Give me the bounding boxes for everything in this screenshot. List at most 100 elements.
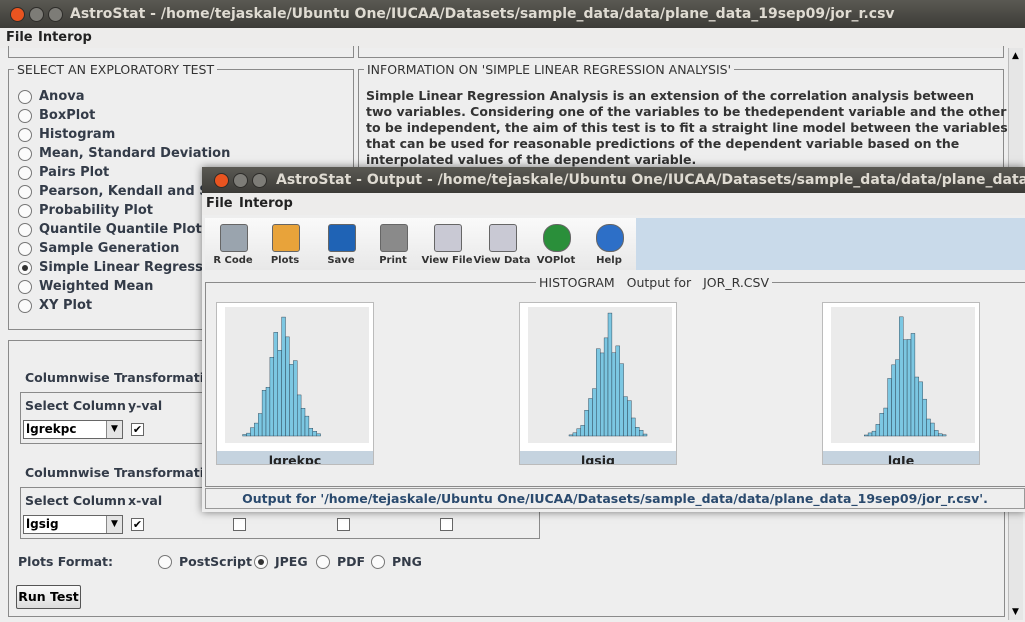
column-combo[interactable]: lgsig <box>23 515 123 534</box>
histogram-image <box>831 307 975 443</box>
scroll-up[interactable]: ▲ <box>1012 51 1019 61</box>
minimize-button[interactable] <box>29 7 44 22</box>
test-option[interactable]: Probability Plot <box>39 203 153 218</box>
close-button[interactable] <box>214 173 229 188</box>
tool-label[interactable]: View Data <box>473 255 531 266</box>
maximize-button[interactable] <box>48 7 63 22</box>
tool-label[interactable]: Help <box>596 255 622 266</box>
select-label: Select Column <box>25 398 126 413</box>
scroll-down[interactable]: ▼ <box>1012 607 1019 617</box>
tool-icon[interactable] <box>434 224 462 252</box>
radio-button[interactable] <box>18 128 32 142</box>
panel-title: INFORMATION ON 'SIMPLE LINEAR REGRESSION… <box>364 62 735 77</box>
title-bar: AstroStat - Output - /home/tejaskale/Ubu… <box>202 167 1025 193</box>
radio-button[interactable] <box>18 109 32 123</box>
radio-button[interactable] <box>18 261 32 275</box>
radio-button[interactable] <box>18 204 32 218</box>
tool-icon[interactable] <box>489 224 517 252</box>
plot-image: lgsig <box>519 302 677 465</box>
minimize-button[interactable] <box>233 173 248 188</box>
toolbar-fill <box>636 218 1025 270</box>
tool-icon[interactable] <box>272 224 300 252</box>
plot-image: lgIe <box>822 302 980 465</box>
radio-button[interactable] <box>18 280 32 294</box>
plots-format-label: Plots Format: <box>18 554 114 569</box>
column-combo[interactable]: lgrekpc <box>23 420 123 439</box>
tool-label[interactable]: R Code <box>213 255 253 266</box>
tool-label[interactable]: VOPlot <box>536 255 576 266</box>
select-label: Select Column <box>25 493 126 508</box>
panel-title: SELECT AN EXPLORATORY TEST <box>14 62 218 77</box>
column-label: y-val <box>128 398 163 413</box>
test-option[interactable]: Pearson, Kendall and Sp <box>39 184 218 199</box>
menu-item[interactable]: Interop <box>38 30 92 45</box>
test-option[interactable]: Quantile Quantile Plot <box>39 222 202 237</box>
menu-item[interactable]: Interop <box>239 196 293 211</box>
format-option[interactable]: PostScript <box>179 554 252 569</box>
run-test-button[interactable]: Run Test <box>16 585 81 609</box>
test-option[interactable]: Pairs Plot <box>39 165 110 180</box>
radio-button[interactable] <box>316 555 330 569</box>
info-line: Simple Linear Regression Analysis is an … <box>366 88 975 103</box>
panel-edge <box>8 46 354 58</box>
radio-button[interactable] <box>18 147 32 161</box>
radio-button[interactable] <box>254 555 268 569</box>
tool-label[interactable]: Print <box>379 255 407 266</box>
close-button[interactable] <box>10 7 25 22</box>
tool-icon[interactable] <box>328 224 356 252</box>
test-option[interactable]: BoxPlot <box>39 108 96 123</box>
tool-icon[interactable] <box>380 224 408 252</box>
window-title: AstroStat - /home/tejaskale/Ubuntu One/I… <box>70 6 895 22</box>
info-line: two variables. Considering one of the va… <box>366 104 1007 119</box>
info-line: interpolated values of the dependent var… <box>366 152 697 167</box>
format-option[interactable]: PNG <box>392 554 422 569</box>
panel-title: HISTOGRAM Output for JOR_R.CSV <box>536 275 773 290</box>
format-option[interactable]: JPEG <box>275 554 308 569</box>
menu-item[interactable]: File <box>6 30 33 45</box>
test-option[interactable]: XY Plot <box>39 298 93 313</box>
tool-icon[interactable] <box>220 224 248 252</box>
format-option[interactable]: PDF <box>337 554 366 569</box>
info-line: that can be used for reasonable predicti… <box>366 136 960 151</box>
radio-button[interactable] <box>18 223 32 237</box>
output-window: AstroStat - Output - /home/tejaskale/Ubu… <box>202 167 1025 512</box>
tool-label[interactable]: Save <box>327 255 355 266</box>
tool-label[interactable]: Plots <box>270 255 300 266</box>
test-option[interactable]: Simple Linear Regression <box>39 260 226 275</box>
radio-button[interactable] <box>371 555 385 569</box>
test-option[interactable]: Sample Generation <box>39 241 180 256</box>
panel-edge <box>358 46 1004 58</box>
tool-icon[interactable] <box>596 224 624 252</box>
maximize-button[interactable] <box>252 173 267 188</box>
radio-button[interactable] <box>18 166 32 180</box>
test-option[interactable]: Weighted Mean <box>39 279 154 294</box>
status-line: Output for '/home/tejaskale/Ubuntu One/I… <box>205 488 1025 509</box>
tool-label[interactable]: View File <box>421 255 473 266</box>
radio-button[interactable] <box>18 299 32 313</box>
radio-button[interactable] <box>18 242 32 256</box>
info-line: to be independent, the aim of this test … <box>366 120 1008 135</box>
radio-button[interactable] <box>18 90 32 104</box>
radio-button[interactable] <box>18 185 32 199</box>
plot-label: lgsig <box>520 451 676 464</box>
checkbox[interactable] <box>337 518 350 531</box>
section-title: Columnwise Transformatio <box>25 370 213 385</box>
checkbox[interactable] <box>440 518 453 531</box>
test-option[interactable]: Histogram <box>39 127 116 142</box>
section-title: Columnwise Transformatio <box>25 465 213 480</box>
tool-icon[interactable] <box>543 224 571 252</box>
test-option[interactable]: Mean, Standard Deviation <box>39 146 231 161</box>
menu-bar: File Interop <box>0 28 1025 48</box>
test-option[interactable]: Anova <box>39 89 85 104</box>
histogram-image <box>225 307 369 443</box>
menu-item[interactable]: File <box>206 196 233 211</box>
checkbox[interactable]: ✔ <box>131 423 144 436</box>
checkbox[interactable] <box>233 518 246 531</box>
plot-label: lgrekpc <box>217 451 373 464</box>
radio-button[interactable] <box>158 555 172 569</box>
plot-label: lgIe <box>823 451 979 464</box>
histogram-image <box>528 307 672 443</box>
plot-image: lgrekpc <box>216 302 374 465</box>
checkbox[interactable]: ✔ <box>131 518 144 531</box>
